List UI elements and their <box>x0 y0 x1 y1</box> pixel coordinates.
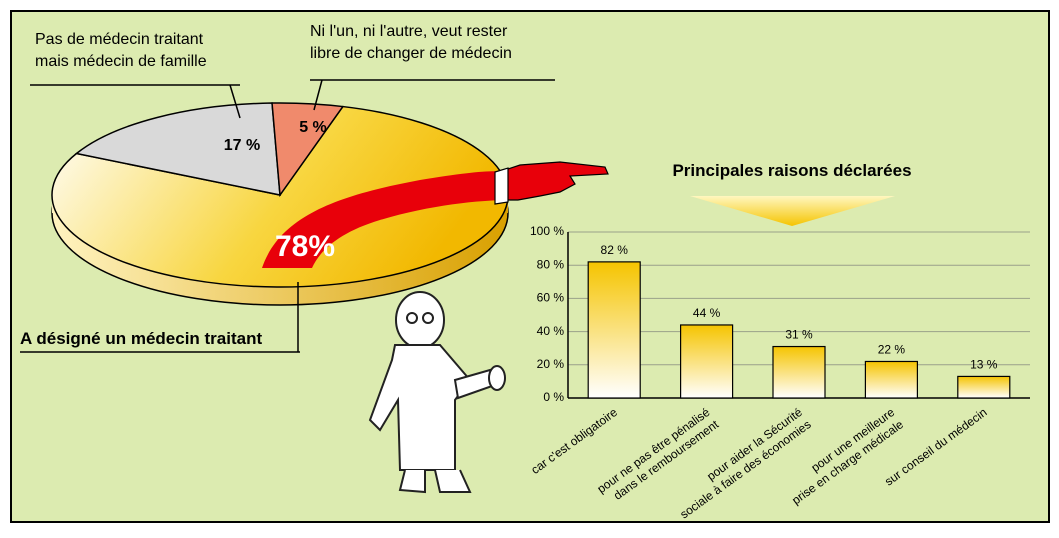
cuff <box>495 168 508 204</box>
value-label: 82 % <box>601 243 629 257</box>
value-label: 5 % <box>299 119 327 136</box>
y-tick-label: 20 % <box>537 357 565 371</box>
value-label: 78% <box>275 230 335 263</box>
value-label: 13 % <box>970 357 998 371</box>
value-label: 17 % <box>224 137 260 154</box>
y-tick-label: 40 % <box>537 324 565 338</box>
value-label: 22 % <box>878 342 906 356</box>
y-tick-label: 80 % <box>537 257 565 271</box>
y-tick-label: 100 % <box>530 224 564 238</box>
bar <box>958 376 1010 398</box>
infographic: Principales raisons déclarées 0 % 20 % 40 %… <box>0 0 1059 533</box>
bar <box>588 262 640 398</box>
y-tick-label: 0 % <box>543 390 564 404</box>
chart-title: Principales raisons déclarées <box>672 161 911 180</box>
bar <box>681 325 733 398</box>
value-label: 31 % <box>785 328 813 342</box>
bar <box>773 347 825 398</box>
y-tick-label: 60 % <box>537 291 565 305</box>
bar <box>865 361 917 398</box>
slice-label: A désigné un médecin traitant <box>20 329 262 348</box>
value-label: 44 % <box>693 306 721 320</box>
